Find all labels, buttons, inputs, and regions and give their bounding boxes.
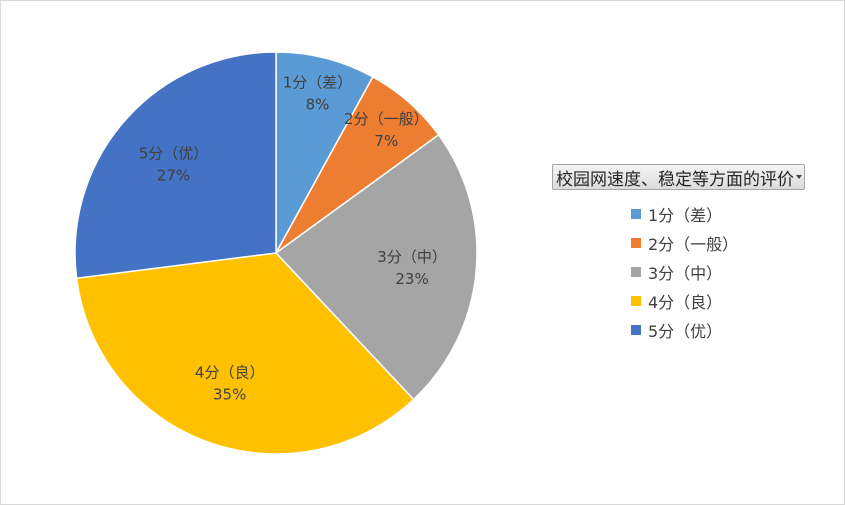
legend-label: 1分（差） <box>648 205 723 225</box>
slice-percent-label: 27% <box>157 167 190 185</box>
dropdown-arrow-icon <box>796 175 802 179</box>
slice-percent-label: 23% <box>395 270 428 288</box>
legend-swatch <box>631 295 641 306</box>
pie-slice[interactable] <box>75 252 415 455</box>
slice-percent-label: 7% <box>374 132 398 150</box>
pie-slice[interactable] <box>74 51 277 280</box>
legend: 1分（差） 2分（一般） 3分（中） 4分（良） 5分（优） <box>631 199 738 344</box>
slice-category-label: 1分（差） <box>283 73 353 91</box>
slice-category-label: 2分（一般） <box>344 110 429 128</box>
slice-category-label: 5分（优） <box>139 145 209 163</box>
legend-item[interactable]: 1分（差） <box>631 199 738 228</box>
legend-label: 3分（中） <box>648 263 723 283</box>
slice-category-label: 3分（中） <box>377 248 447 266</box>
legend-swatch <box>631 324 641 335</box>
legend-label: 2分（一般） <box>648 234 739 254</box>
slice-percent-label: 35% <box>213 386 246 404</box>
legend-item[interactable]: 4分（良） <box>631 286 738 315</box>
slice-category-label: 4分（良） <box>195 364 265 382</box>
legend-item[interactable]: 5分（优） <box>631 315 738 344</box>
slice-percent-label: 8% <box>306 95 330 113</box>
legend-item[interactable]: 2分（一般） <box>631 228 738 257</box>
legend-filter-dropdown[interactable]: 校园网速度、稳定等方面的评价 <box>552 164 805 190</box>
legend-item[interactable]: 3分（中） <box>631 257 738 286</box>
pie-slice[interactable] <box>275 51 374 254</box>
pie-slice[interactable] <box>274 133 478 401</box>
legend-title: 校园网速度、稳定等方面的评价 <box>556 169 794 190</box>
legend-swatch <box>631 266 641 277</box>
legend-swatch <box>631 208 641 219</box>
legend-label: 4分（良） <box>648 292 723 312</box>
legend-label: 5分（优） <box>648 321 723 341</box>
legend-swatch <box>631 237 641 248</box>
